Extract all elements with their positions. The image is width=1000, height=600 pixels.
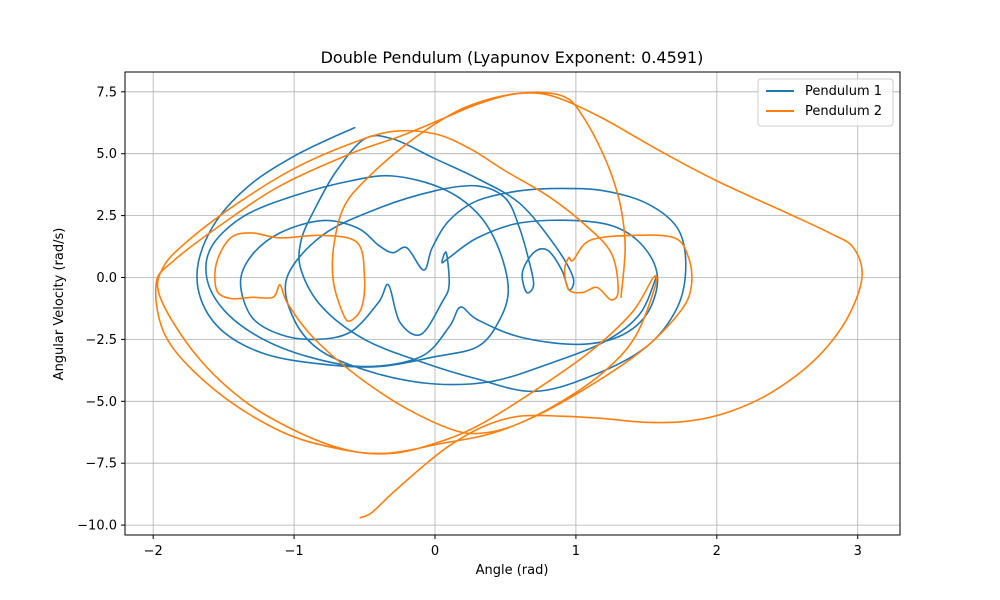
y-tick-label: −2.5 <box>85 333 117 348</box>
x-tick-label: −1 <box>285 544 304 559</box>
x-tick-label: 2 <box>713 544 721 559</box>
series-line-pendulum-2 <box>154 91 863 519</box>
legend-label-pendulum-2: Pendulum 2 <box>805 104 882 119</box>
y-tick-label: 7.5 <box>96 85 117 100</box>
y-tick-label: 5.0 <box>96 147 117 162</box>
x-tick-label: 1 <box>572 544 580 559</box>
x-tick-label: −2 <box>144 544 163 559</box>
y-tick-label: −10.0 <box>77 519 117 534</box>
y-tick-label: −5.0 <box>85 395 117 410</box>
x-tick-label: 0 <box>431 544 439 559</box>
x-axis-ticks: −2 −1 0 1 2 3 <box>144 535 862 559</box>
legend-label-pendulum-1: Pendulum 1 <box>805 84 882 99</box>
series-lines <box>154 91 863 519</box>
y-tick-label: 2.5 <box>96 209 117 224</box>
y-tick-label: 0.0 <box>96 271 117 286</box>
series-line-pendulum-1 <box>196 126 687 393</box>
legend: Pendulum 1 Pendulum 2 <box>757 78 894 127</box>
y-axis-ticks: 7.5 5.0 2.5 0.0 −2.5 −5.0 −7.5 −10.0 <box>77 85 125 534</box>
grid-lines <box>125 72 900 535</box>
plot-frame <box>124 71 901 536</box>
x-axis-title: Angle (rad) <box>476 563 549 578</box>
chart-title: Double Pendulum (Lyapunov Exponent: 0.45… <box>321 48 704 67</box>
y-tick-label: −7.5 <box>85 457 117 472</box>
x-tick-label: 3 <box>854 544 862 559</box>
y-axis-title: Angular Velocity (rad/s) <box>52 228 67 381</box>
